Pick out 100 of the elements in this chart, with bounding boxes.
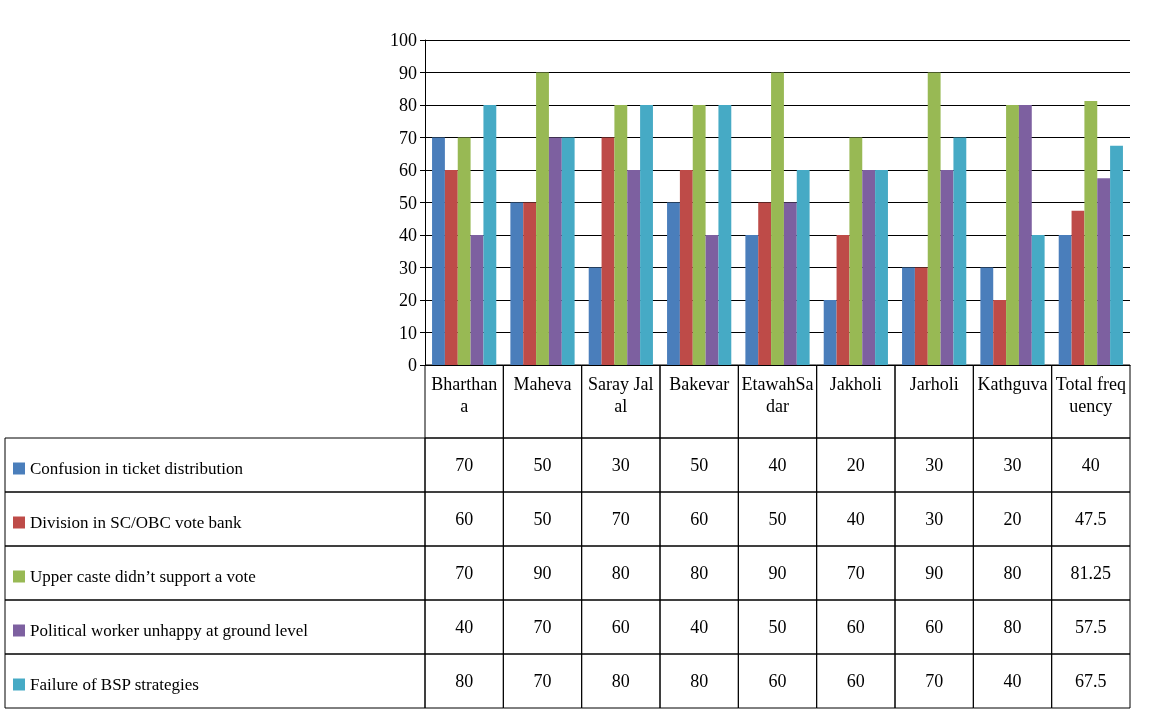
bar xyxy=(796,170,810,365)
x-tick-label: Jarholi xyxy=(909,374,959,394)
bar xyxy=(993,300,1007,365)
data-label: 40 xyxy=(846,509,865,529)
bar xyxy=(1031,235,1045,365)
data-label: 67.5 xyxy=(1075,671,1107,691)
data-label: 50 xyxy=(768,617,787,637)
data-label: 20 xyxy=(1003,509,1022,529)
data-label: 20 xyxy=(846,455,865,475)
bar xyxy=(758,202,772,365)
bar xyxy=(679,170,693,365)
data-label: 30 xyxy=(611,455,630,475)
x-tick-label: EtawahSadar xyxy=(741,374,814,416)
data-label: 80 xyxy=(611,563,630,583)
data-label: 90 xyxy=(533,563,552,583)
data-label: 80 xyxy=(611,671,630,691)
x-tick-label: Kathguva xyxy=(977,374,1048,394)
bar xyxy=(771,72,784,365)
bar xyxy=(902,267,915,365)
data-label: 80 xyxy=(1003,563,1022,583)
bar xyxy=(783,202,797,365)
bar xyxy=(432,137,445,365)
y-tick-label: 100 xyxy=(390,30,417,50)
bar xyxy=(444,170,458,365)
bar xyxy=(536,72,549,365)
x-tick-label: Bakevar xyxy=(669,374,730,394)
bar xyxy=(1058,235,1072,365)
data-label: 81.25 xyxy=(1070,563,1112,583)
data-label: 70 xyxy=(455,455,474,475)
bar xyxy=(457,137,471,365)
bar xyxy=(718,105,732,365)
bar xyxy=(953,137,967,365)
bar xyxy=(470,235,484,365)
data-label: 80 xyxy=(690,671,709,691)
legend-label: Failure of BSP strategies xyxy=(30,675,199,694)
data-label: 30 xyxy=(925,455,944,475)
legend-label: Political worker unhappy at ground level xyxy=(30,621,309,640)
data-label: 90 xyxy=(768,563,787,583)
data-label: 40 xyxy=(1081,455,1100,475)
bar xyxy=(588,267,602,365)
bar xyxy=(510,202,524,365)
data-label: 60 xyxy=(768,671,787,691)
y-tick-label: 90 xyxy=(399,62,417,83)
bar xyxy=(692,105,706,365)
data-label: 80 xyxy=(690,563,709,583)
data-label: 60 xyxy=(846,617,865,637)
data-label: 60 xyxy=(611,617,630,637)
legend-label: Confusion in ticket distribution xyxy=(30,459,244,478)
data-label: 40 xyxy=(768,455,787,475)
bar xyxy=(1110,145,1123,365)
bar xyxy=(667,202,680,365)
y-tick-label: 70 xyxy=(399,127,417,148)
bar xyxy=(914,267,928,365)
bar xyxy=(705,235,719,365)
data-label: 50 xyxy=(533,455,552,475)
data-label: 70 xyxy=(455,563,474,583)
bar xyxy=(875,170,888,365)
data-label: 60 xyxy=(925,617,944,637)
data-label: 47.5 xyxy=(1075,509,1107,529)
bar xyxy=(980,267,994,365)
bar xyxy=(601,137,615,365)
data-label: 30 xyxy=(925,509,944,529)
bar xyxy=(614,105,628,365)
data-label: 70 xyxy=(846,563,865,583)
data-label: 60 xyxy=(690,509,709,529)
y-tick-label: 30 xyxy=(399,257,417,278)
bar xyxy=(823,300,837,365)
data-label: 70 xyxy=(533,617,552,637)
data-label: 70 xyxy=(925,671,944,691)
x-tick-label: Saray Jalal xyxy=(588,374,654,416)
data-label: 90 xyxy=(925,563,944,583)
data-label: 30 xyxy=(1003,455,1022,475)
data-label: 40 xyxy=(455,617,474,637)
bar xyxy=(523,202,537,365)
y-tick-label: 40 xyxy=(399,225,417,245)
data-label: 57.5 xyxy=(1075,617,1107,637)
y-tick-label: 10 xyxy=(399,322,417,343)
data-label: 50 xyxy=(768,509,787,529)
data-label: 60 xyxy=(846,671,865,691)
y-tick-label: 0 xyxy=(408,355,417,375)
x-tick-label: Total frequency xyxy=(1055,374,1126,416)
bar xyxy=(940,170,954,365)
bar xyxy=(745,235,759,365)
x-tick-label: Jakholi xyxy=(829,374,882,394)
bar xyxy=(483,105,497,365)
bar xyxy=(862,170,876,365)
bar xyxy=(1084,100,1098,365)
data-label: 70 xyxy=(611,509,630,529)
data-label: 50 xyxy=(690,455,709,475)
bar xyxy=(849,137,863,365)
y-tick-label: 20 xyxy=(399,290,417,310)
data-label: 40 xyxy=(1003,671,1022,691)
data-label: 60 xyxy=(455,509,474,529)
bar xyxy=(1018,105,1032,365)
bar xyxy=(1097,178,1111,365)
legend-label: Upper caste didn’t support a vote xyxy=(30,567,256,586)
data-label: 70 xyxy=(533,671,552,691)
data-label: 40 xyxy=(690,617,709,637)
legend-label: Division in SC/OBC vote bank xyxy=(30,513,243,532)
bar xyxy=(627,170,641,365)
